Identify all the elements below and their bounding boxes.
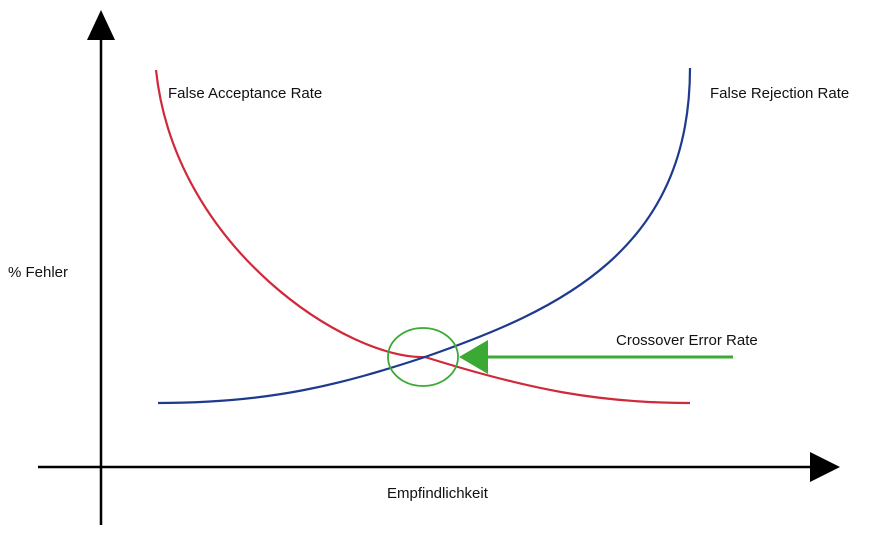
x-axis-arrowhead (810, 452, 840, 482)
frr-curve-label: False Rejection Rate (710, 85, 849, 102)
far-curve-label: False Acceptance Rate (168, 85, 322, 102)
false-rejection-rate-curve (157, 67, 692, 405)
x-axis-label: Empfindlichkeit (387, 485, 489, 502)
y-axis-label: % Fehler (8, 264, 68, 281)
crossover-label: Crossover Error Rate (616, 332, 758, 349)
y-axis-arrowhead (87, 10, 115, 40)
crossover-point-circle (387, 327, 459, 387)
false-acceptance-rate-curve (154, 69, 691, 405)
crossover-arrowhead (459, 340, 488, 374)
